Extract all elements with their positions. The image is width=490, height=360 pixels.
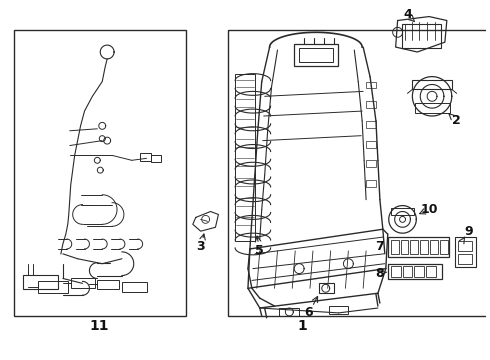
Text: 5: 5 — [255, 244, 264, 257]
Bar — [391, 208, 415, 215]
Bar — [24, 275, 58, 289]
Text: 1: 1 — [297, 319, 307, 333]
Bar — [299, 48, 333, 62]
Bar — [402, 266, 413, 278]
Bar — [413, 80, 452, 89]
Bar — [440, 240, 448, 254]
Bar — [420, 240, 428, 254]
Bar — [38, 282, 68, 293]
Bar — [366, 180, 376, 187]
Bar — [401, 24, 441, 48]
Bar — [411, 240, 418, 254]
Text: 8: 8 — [375, 267, 384, 280]
Text: 4: 4 — [403, 8, 412, 21]
Bar — [329, 306, 348, 314]
Bar — [400, 240, 409, 254]
Bar — [458, 254, 472, 264]
Bar — [391, 240, 398, 254]
Text: 3: 3 — [196, 240, 205, 253]
Text: 7: 7 — [375, 240, 384, 253]
Bar — [415, 266, 424, 278]
Bar — [14, 30, 186, 316]
Bar — [366, 141, 376, 148]
Bar — [228, 30, 490, 316]
Text: 2: 2 — [452, 114, 461, 127]
Bar — [455, 237, 476, 267]
Bar — [98, 280, 119, 289]
Bar — [430, 240, 438, 254]
Bar — [294, 44, 338, 66]
Bar — [122, 282, 147, 292]
Bar — [366, 101, 376, 108]
Bar — [388, 264, 442, 279]
Bar — [279, 308, 299, 316]
Bar — [151, 156, 161, 162]
Bar — [426, 266, 436, 278]
Text: 9: 9 — [464, 225, 473, 238]
Bar — [319, 283, 334, 293]
Bar — [366, 160, 376, 167]
Bar — [458, 241, 472, 251]
Bar — [71, 278, 96, 288]
Bar — [388, 237, 449, 257]
Bar — [366, 121, 376, 128]
Bar — [391, 266, 400, 278]
Bar — [235, 74, 255, 241]
Text: 10: 10 — [420, 203, 438, 216]
Text: 6: 6 — [305, 306, 313, 319]
Bar — [416, 103, 450, 113]
Bar — [366, 82, 376, 89]
Bar — [140, 153, 151, 161]
Text: 11: 11 — [90, 319, 109, 333]
